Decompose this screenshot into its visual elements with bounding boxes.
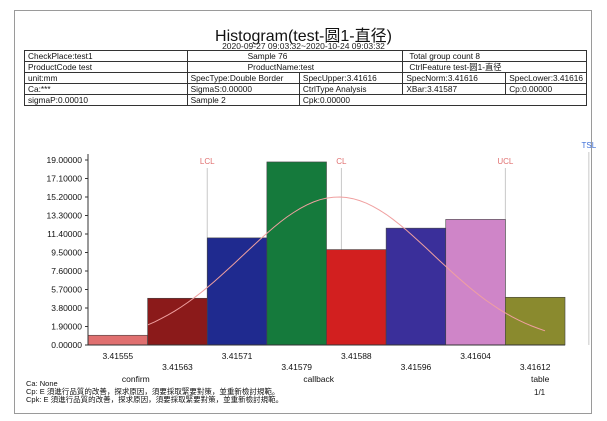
y-tick-label: 11.40000 [47,229,82,239]
footer-line-cp: Cp: E 須進行品質的改善，探求原因，須要採取緊要對策，並重新檢討規範。 [26,387,280,396]
date-range: 2020-09-27 09:03:32~2020-10-24 09:03:32 [222,41,385,51]
x-tick-label: 3.41588 [341,351,372,361]
x-tick-label: 3.41563 [162,362,193,372]
histogram-bar [385,227,447,346]
reference-line-label: CL [336,157,347,166]
normal-curve [147,196,546,332]
histogram-bar [445,219,506,346]
y-tick-label: 13.30000 [47,211,83,221]
histogram-bar [505,296,566,346]
x-tick-label: 3.41596 [401,362,432,372]
y-tick-label: 19.00000 [47,155,83,165]
info-row: ProductCode test ProductName:test CtrlFe… [24,61,587,73]
histogram-bar [147,297,208,346]
info-cell: Cpk:0.00000 [298,94,588,106]
info-cell: Sample 2 [186,94,300,106]
page-number: 1/1 [534,388,546,397]
reference-line-label: LCL [200,157,215,166]
info-row: sigmaP:0.00010 Sample 2 Cpk:0.00000 [24,94,588,106]
x-group-label: table [531,374,550,384]
footer-line-ca: Ca: None [26,379,58,388]
y-tick-label: 3.80000 [51,303,82,313]
histogram-bar [266,161,327,346]
x-tick-label: 3.41571 [222,351,253,361]
x-tick-label: 3.41612 [520,362,551,372]
histogram-bar [206,237,268,346]
reference-line-label: UCL [497,157,514,166]
x-tick-label: 3.41579 [281,362,312,372]
y-tick-label: 0.00000 [51,340,82,350]
x-tick-label: 3.41555 [102,351,133,361]
y-tick-label: 15.20000 [47,192,83,202]
y-tick-label: 17.10000 [47,174,83,184]
y-tick-label: 9.50000 [51,248,82,258]
x-group-label: confirm [122,374,150,384]
y-tick-label: 7.60000 [51,266,82,276]
x-group-label: callback [303,374,334,384]
histogram-bar [326,249,387,346]
y-tick-label: 5.70000 [51,285,82,295]
footer-line-cpk: Cpk: E 須進行品質的改善，探求原因，須要採取緊要對策，並重新檢討規範。 [26,395,284,404]
info-table: CheckPlace:test1 Sample 76 Total group c… [24,50,588,106]
x-tick-label: 3.41604 [460,351,491,361]
y-tick-label: 1.90000 [51,322,82,332]
evaluation-footer: Ca: None Cp: E 須進行品質的改善，探求原因，須要採取緊要對策，並重… [26,380,283,404]
report-title: Histogram(test-圆1-直径) [215,28,392,45]
histogram-bar [87,334,148,346]
reference-line-label: TSL [582,141,597,150]
